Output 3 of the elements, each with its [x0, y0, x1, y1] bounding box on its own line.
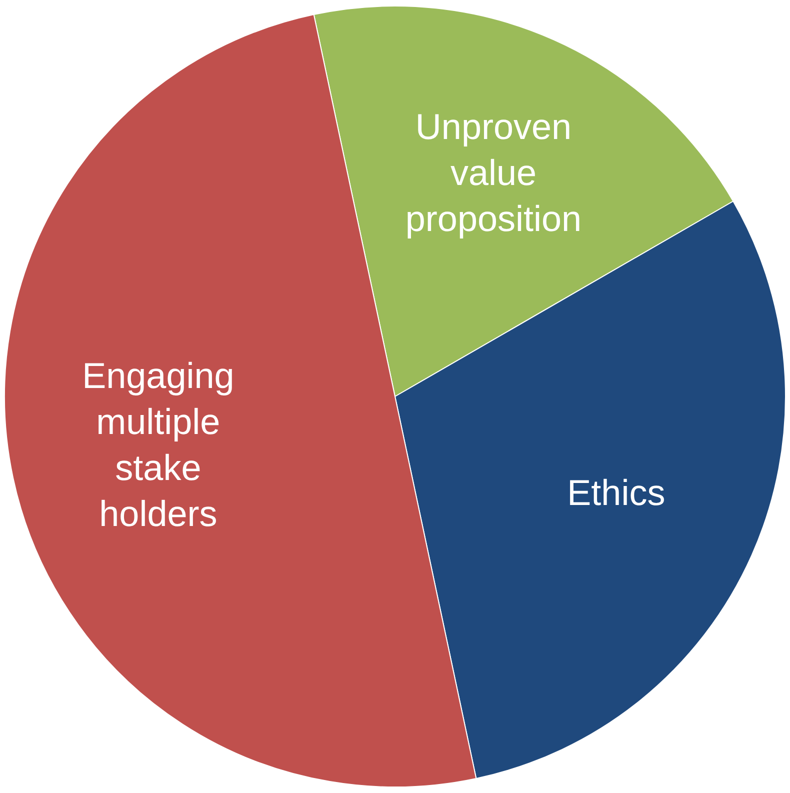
slice-label: Ethics — [567, 472, 666, 513]
slice-label: Engaging multiple stake holders — [82, 354, 234, 534]
slice-label: Unproven value proposition — [405, 106, 582, 240]
